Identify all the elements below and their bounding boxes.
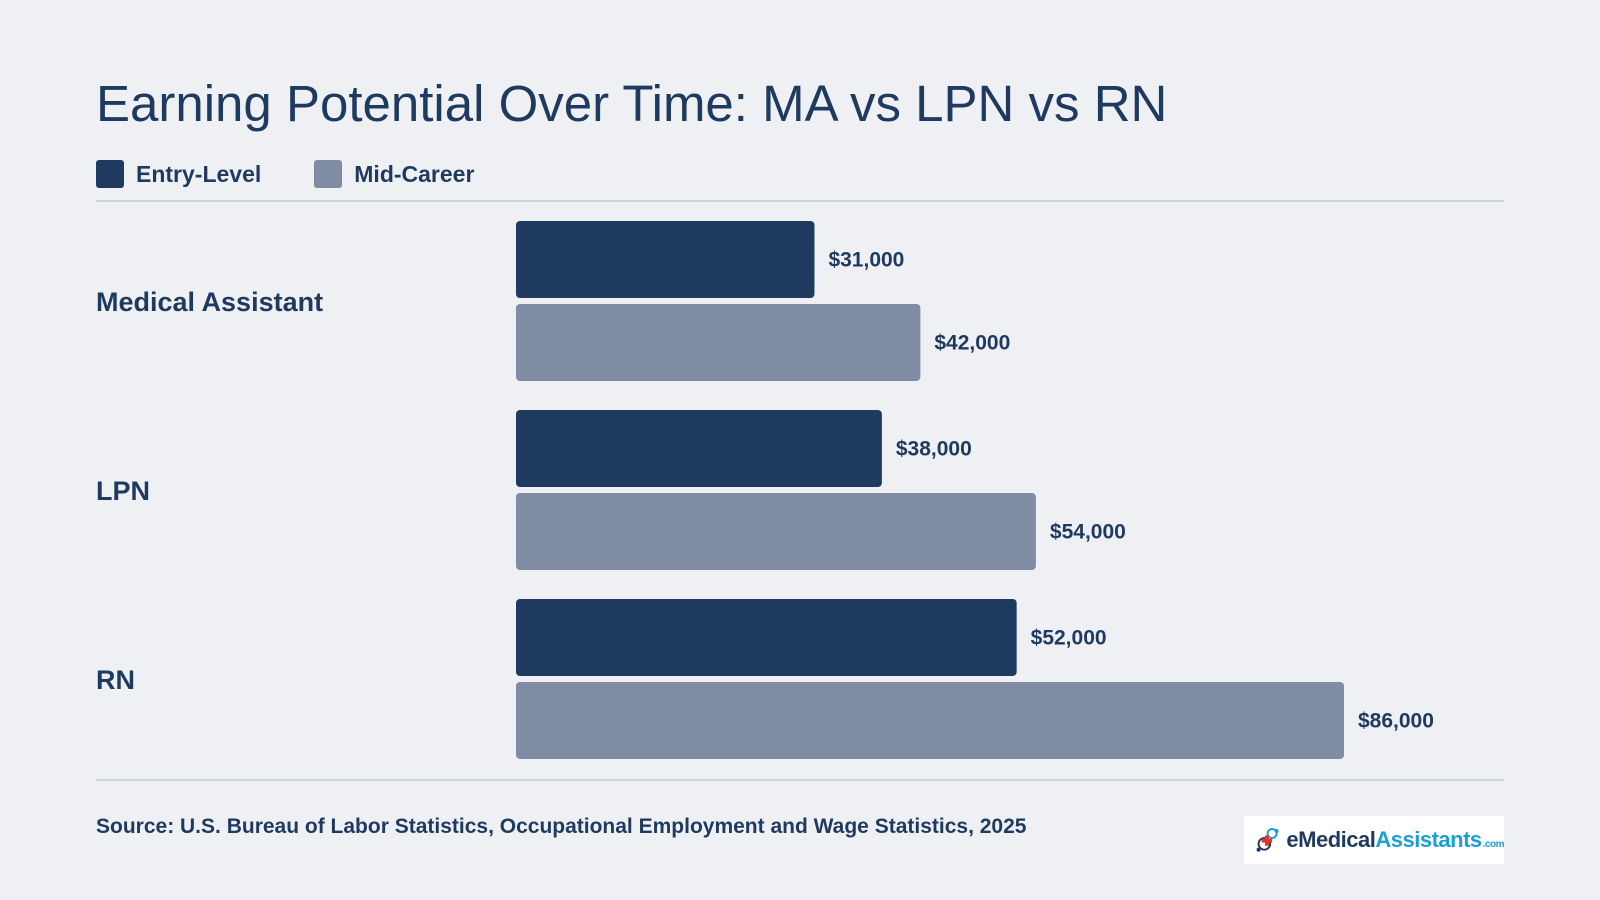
- bar-medical-assistant-entry-level: [516, 221, 815, 298]
- bar-rn-mid-career: [516, 682, 1344, 759]
- bar-lpn-entry-level: [516, 410, 882, 487]
- legend-label-mid-career: Mid-Career: [354, 160, 475, 187]
- logo-text-medical: Medical: [1298, 827, 1376, 852]
- bar-medical-assistant-mid-career: [516, 304, 921, 381]
- legend-swatch-mid-career: [314, 160, 343, 188]
- value-label-rn-entry-level: $52,000: [1031, 627, 1107, 650]
- category-label-medical-assistant: Medical Assistant: [96, 287, 323, 317]
- top-divider: [96, 200, 1504, 202]
- value-label-medical-assistant-entry-level: $31,000: [828, 249, 904, 272]
- medical-cross-icon: [1256, 828, 1279, 852]
- bottom-divider: [96, 779, 1504, 781]
- value-label-medical-assistant-mid-career: $42,000: [934, 332, 1010, 355]
- legend: Entry-Level Mid-Career: [96, 160, 527, 188]
- logo-text-assistants: Assistants: [1375, 827, 1482, 852]
- source-note: Source: U.S. Bureau of Labor Statistics,…: [96, 815, 1027, 838]
- value-label-lpn-mid-career: $54,000: [1050, 521, 1126, 544]
- legend-item-mid-career: Mid-Career: [314, 160, 474, 188]
- category-label-rn: RN: [96, 665, 135, 695]
- legend-label-entry-level: Entry-Level: [136, 160, 262, 187]
- logo-text-e: e: [1286, 827, 1299, 852]
- category-label-lpn: LPN: [96, 476, 150, 506]
- legend-item-entry-level: Entry-Level: [96, 160, 261, 188]
- emedicalassistants-logo: eMedicalAssistants.com: [1244, 816, 1505, 864]
- bar-rn-entry-level: [516, 599, 1017, 676]
- legend-swatch-entry-level: [96, 160, 124, 188]
- chart-title: Earning Potential Over Time: MA vs LPN v…: [96, 75, 1168, 132]
- value-label-lpn-entry-level: $38,000: [896, 438, 972, 461]
- bar-lpn-mid-career: [516, 493, 1036, 570]
- logo-text-com: .com: [1482, 839, 1505, 850]
- value-label-rn-mid-career: $86,000: [1358, 710, 1434, 733]
